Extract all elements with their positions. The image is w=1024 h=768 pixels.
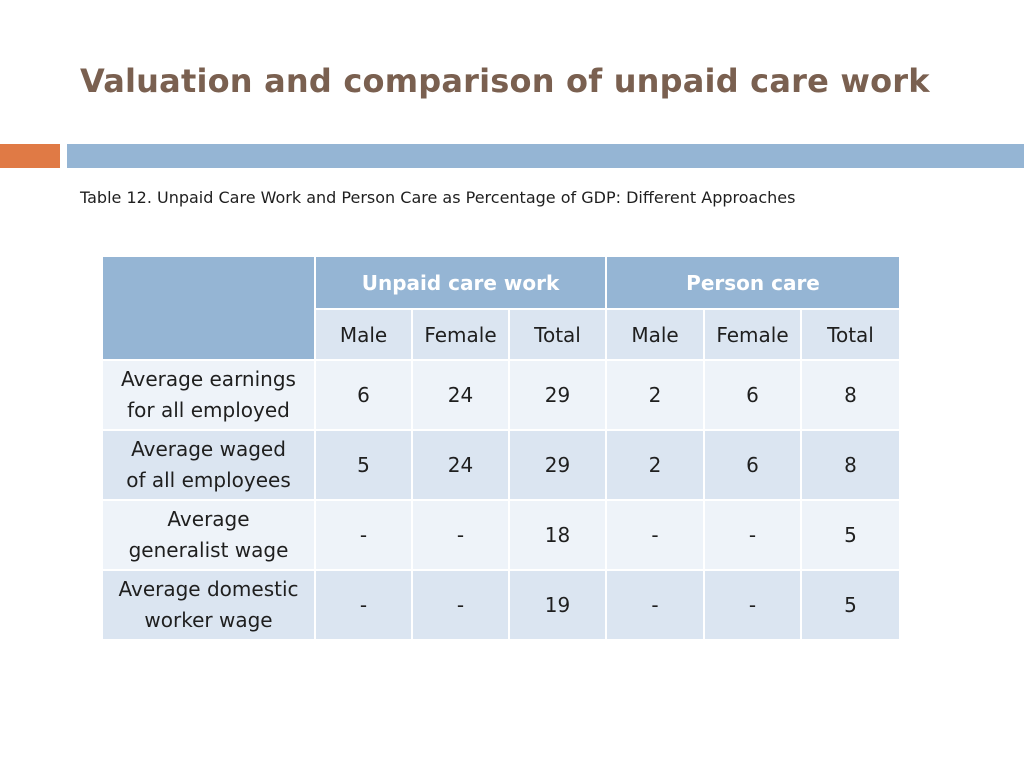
table-row: Average waged of all employees 5 24 29 2 …: [101, 429, 902, 501]
subheader-total: Total: [507, 308, 608, 361]
table-cell: 5: [314, 429, 413, 501]
table-cell: 6: [314, 359, 413, 431]
table-cell: 24: [411, 359, 510, 431]
table-cell: 6: [703, 359, 803, 431]
row-label: Average domestic worker wage: [101, 569, 316, 641]
table-cell: 29: [507, 429, 608, 501]
table-row: Average generalist wage - - 18 - - 5: [101, 499, 902, 571]
subheader-female: Female: [703, 308, 803, 361]
table-cell: -: [411, 499, 510, 571]
row-label: Average waged of all employees: [101, 429, 316, 501]
table-cell: 2: [605, 359, 706, 431]
table-cell: 24: [411, 429, 510, 501]
table-row: Average domestic worker wage - - 19 - - 5: [101, 569, 902, 641]
table-cell: 8: [800, 429, 902, 501]
accent-bar-orange: [0, 144, 60, 168]
table-cell: -: [314, 569, 413, 641]
subheader-female: Female: [411, 308, 510, 361]
table-cell: 5: [800, 499, 902, 571]
data-table: Unpaid care work Person care Male Female…: [101, 255, 902, 641]
accent-bar-blue: [67, 144, 1024, 168]
table-cell: -: [411, 569, 510, 641]
table-cell: -: [605, 569, 706, 641]
table-cell: 5: [800, 569, 902, 641]
table-cell: 18: [507, 499, 608, 571]
table-corner-cell: [101, 255, 316, 361]
table-cell: 19: [507, 569, 608, 641]
table-cell: 6: [703, 429, 803, 501]
subheader-total: Total: [800, 308, 902, 361]
table-cell: 29: [507, 359, 608, 431]
group-header-unpaid-care-work: Unpaid care work: [313, 255, 608, 310]
page-title: Valuation and comparison of unpaid care …: [80, 62, 930, 100]
row-label: Average earnings for all employed: [101, 359, 316, 431]
table-cell: 8: [800, 359, 902, 431]
table-cell: -: [605, 499, 706, 571]
table-cell: -: [703, 569, 803, 641]
row-label: Average generalist wage: [101, 499, 316, 571]
subheader-male: Male: [605, 308, 706, 361]
table-row: Average earnings for all employed 6 24 29…: [101, 359, 902, 431]
table-cell: -: [703, 499, 803, 571]
table-cell: -: [314, 499, 413, 571]
group-header-person-care: Person care: [605, 255, 902, 310]
table-cell: 2: [605, 429, 706, 501]
subheader-male: Male: [314, 308, 413, 361]
table-caption: Table 12. Unpaid Care Work and Person Ca…: [80, 188, 796, 207]
